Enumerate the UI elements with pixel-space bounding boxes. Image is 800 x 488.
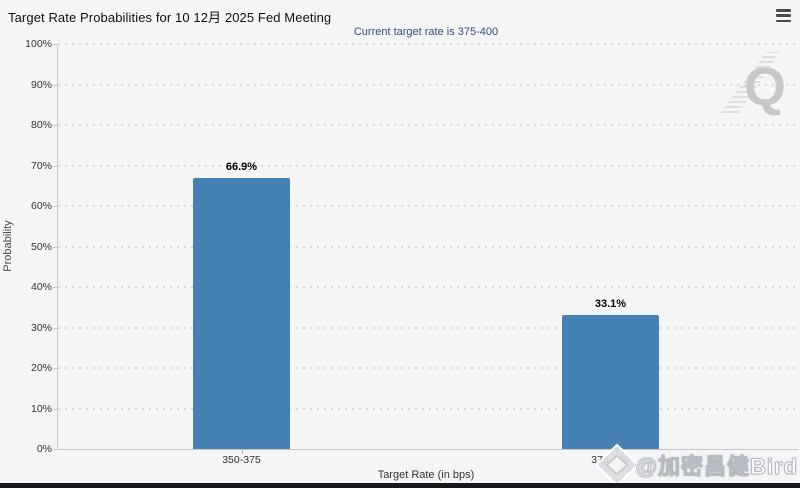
bar-value-label: 33.1%: [594, 297, 627, 310]
y-tick-mark: [53, 449, 57, 450]
hamburger-icon: [776, 14, 791, 17]
chart-context-menu-button[interactable]: [776, 9, 791, 22]
gridline-90%: [58, 83, 798, 86]
gridline-80%: [58, 124, 798, 126]
gridline-60%: [58, 205, 798, 207]
y-axis-tick-label: 30%: [30, 321, 52, 334]
y-tick-mark: [53, 84, 57, 86]
y-tick-mark: [53, 327, 57, 329]
chart-subtitle: Current target rate is 375-400: [353, 26, 499, 38]
y-axis-tick-label: 20%: [30, 362, 52, 374]
y-axis-tick-label: 80%: [30, 119, 52, 131]
y-tick-mark: [53, 165, 57, 167]
y-tick-mark: [53, 287, 57, 288]
gridline-100%: [58, 43, 798, 45]
hamburger-icon: [776, 19, 791, 22]
y-axis-line: [57, 44, 58, 449]
gridline-40%: [58, 286, 798, 288]
bottom-border-strip: [0, 483, 800, 488]
y-tick-mark: [53, 44, 57, 45]
y-axis-tick-label: 90%: [30, 78, 52, 91]
gridline-50%: [58, 245, 798, 248]
y-tick-mark: [53, 246, 57, 248]
x-axis-title: Target Rate (in bps): [377, 469, 475, 481]
y-tick-mark: [53, 125, 57, 126]
x-axis-line: [57, 449, 798, 450]
x-tick-mark: [241, 450, 243, 454]
chart-title: Target Rate Probabilities for 10 12月 202…: [8, 10, 332, 25]
gridline-70%: [58, 164, 798, 167]
x-axis-category-label: 375-400: [591, 454, 630, 466]
y-axis-tick-label: 0%: [36, 443, 52, 455]
y-axis-tick-label: 60%: [30, 200, 52, 212]
bar-375-400[interactable]: [562, 314, 659, 449]
y-tick-mark: [53, 408, 57, 410]
y-axis-tick-label: 10%: [30, 402, 52, 415]
x-axis-category-label: 350-375: [222, 454, 261, 466]
gridline-20%: [58, 367, 798, 369]
y-axis-tick-label: 70%: [30, 159, 52, 172]
bar-value-label: 66.9%: [225, 161, 258, 174]
y-axis-tick-label: 100%: [25, 38, 52, 50]
y-axis-tick-label: 40%: [30, 281, 52, 293]
y-tick-mark: [53, 368, 57, 369]
gridline-30%: [58, 326, 798, 329]
bar-350-375[interactable]: [193, 178, 290, 449]
y-tick-mark: [53, 206, 57, 207]
hamburger-icon: [776, 9, 791, 12]
y-axis-tick-label: 50%: [30, 240, 52, 253]
gridline-10%: [58, 407, 798, 410]
